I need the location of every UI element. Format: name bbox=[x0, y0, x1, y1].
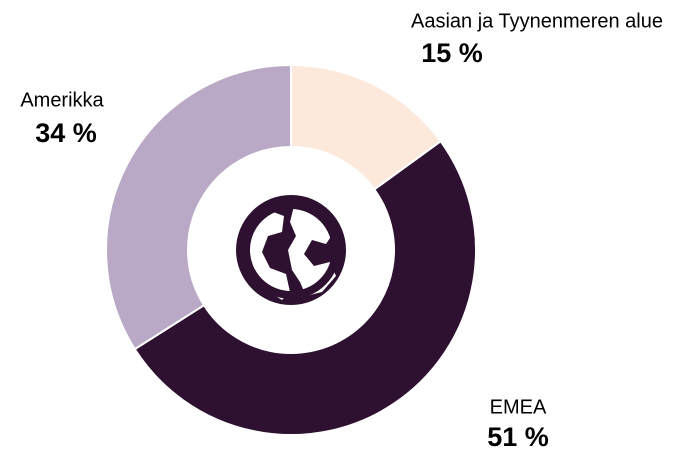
slice-value: 51 % bbox=[487, 422, 549, 451]
slice bbox=[105, 63, 292, 351]
slice-label: Amerikka bbox=[20, 89, 104, 111]
globe-icon bbox=[236, 195, 346, 305]
donut bbox=[105, 63, 477, 436]
globe-rim bbox=[242, 201, 340, 299]
globe-land bbox=[246, 210, 290, 300]
slice bbox=[133, 139, 477, 436]
globe-land bbox=[288, 206, 336, 296]
slice-value: 15 % bbox=[421, 38, 483, 68]
slice-value: 34 % bbox=[35, 118, 97, 148]
slice-label: EMEA bbox=[490, 396, 547, 418]
slice-label: Aasian ja Tyynenmeren alue bbox=[411, 10, 663, 32]
